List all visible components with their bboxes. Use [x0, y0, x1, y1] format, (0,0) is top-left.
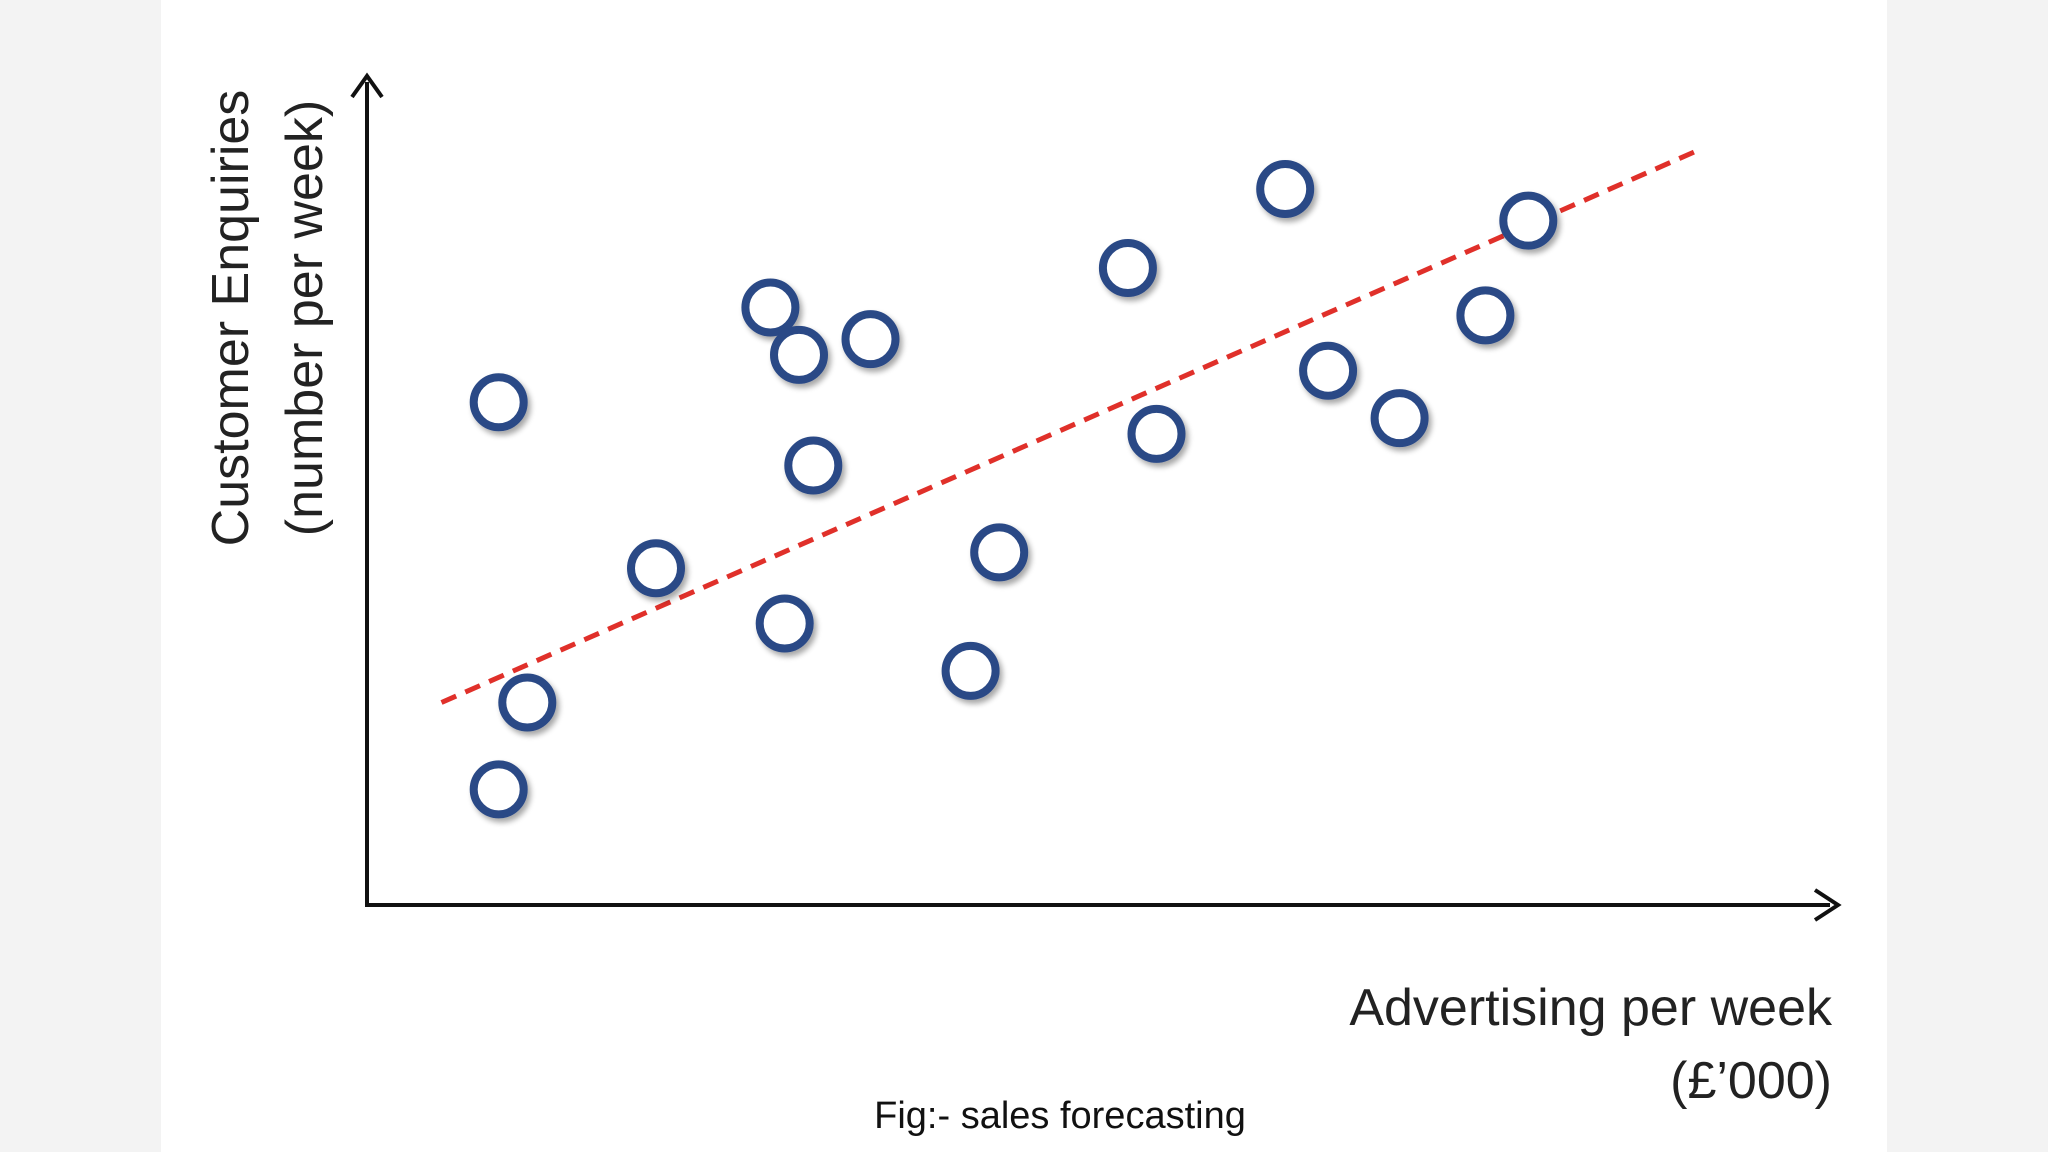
scatter-point-8 — [755, 594, 814, 653]
scatter-point-6 — [770, 325, 828, 384]
scatter-point-9 — [841, 310, 900, 369]
scatter-point-12 — [1098, 239, 1157, 297]
scatter-point-10 — [941, 641, 1000, 700]
figure-caption: Fig:- sales forecasting — [874, 1095, 1246, 1137]
figure-panel — [161, 0, 1887, 1152]
scatter-point-7 — [784, 436, 843, 495]
trend-line — [440, 147, 1701, 705]
scatter-point-15 — [1299, 341, 1358, 400]
scatter-point-16 — [1370, 389, 1429, 448]
scatter-point-3 — [498, 673, 557, 732]
x-axis-label-line-2: (£’000) — [1670, 1052, 1832, 1110]
scatter-point-14 — [1256, 160, 1315, 218]
scatter-point-1 — [469, 373, 528, 432]
scatter-point-13 — [1127, 404, 1186, 463]
scatter-point-5 — [741, 278, 800, 337]
x-axis-arrowhead — [1813, 888, 1842, 922]
scatter-point-18 — [1499, 191, 1558, 250]
scatter-point-11 — [970, 523, 1029, 582]
scatter-point-2 — [469, 760, 528, 819]
scatter-point-17 — [1456, 286, 1515, 345]
y-axis-label-line-2: (number per week) — [276, 100, 334, 536]
y-axis-arrowhead — [350, 72, 384, 99]
y-axis-label-line-1: Customer Enquiries — [202, 90, 260, 547]
x-axis-label-line-1: Advertising per week — [1349, 979, 1833, 1037]
scatter-point-4 — [627, 539, 685, 598]
